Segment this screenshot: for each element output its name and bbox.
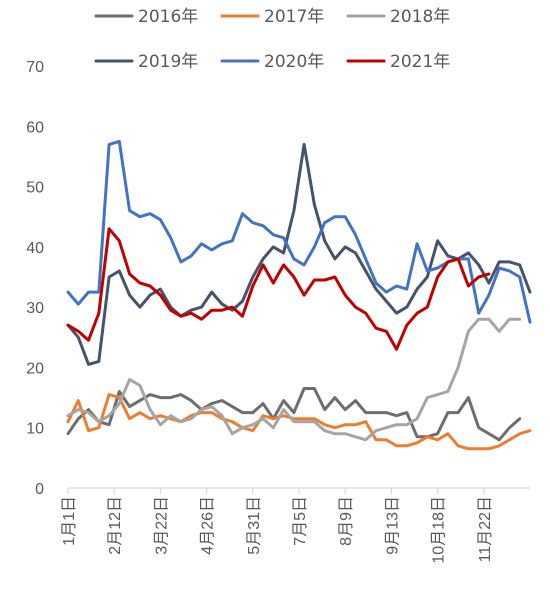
y-tick-label-0: 0	[35, 481, 44, 498]
legend-label-2016: 2016年	[138, 7, 198, 27]
y-tick-label-10: 10	[26, 421, 44, 438]
y-tick-label-30: 30	[26, 300, 44, 317]
legend-label-2020: 2020年	[264, 52, 324, 72]
y-tick-label-60: 60	[26, 119, 44, 136]
x-tick-label: 11月22日	[477, 496, 494, 562]
x-tick-label: 7月5日	[292, 496, 309, 546]
y-tick-label-50: 50	[26, 180, 44, 197]
x-tick-label: 1月1日	[61, 496, 78, 546]
series-line-2018	[66, 317, 522, 442]
y-tick-label-20: 20	[26, 360, 44, 377]
x-tick-label: 10月18日	[431, 496, 448, 564]
x-tick-label: 9月13日	[384, 496, 401, 555]
legend-label-2019: 2019年	[138, 52, 198, 72]
x-tick-label: 5月31日	[246, 496, 263, 555]
legend-label-2021: 2021年	[390, 52, 450, 72]
x-tick-label: 2月12日	[107, 496, 124, 555]
legend-label-2017: 2017年	[264, 7, 324, 27]
y-tick-label-40: 40	[26, 240, 44, 257]
series-line-2021	[66, 227, 491, 351]
x-tick-label: 8月9日	[338, 496, 355, 546]
x-tick-label: 4月26日	[200, 496, 217, 555]
y-tick-label-70: 70	[26, 59, 44, 76]
series-line-2016	[66, 387, 522, 442]
series-line-2019	[66, 142, 532, 366]
series-line-2017	[66, 393, 532, 451]
x-tick-label: 3月22日	[153, 496, 170, 555]
legend-label-2018: 2018年	[390, 7, 450, 27]
